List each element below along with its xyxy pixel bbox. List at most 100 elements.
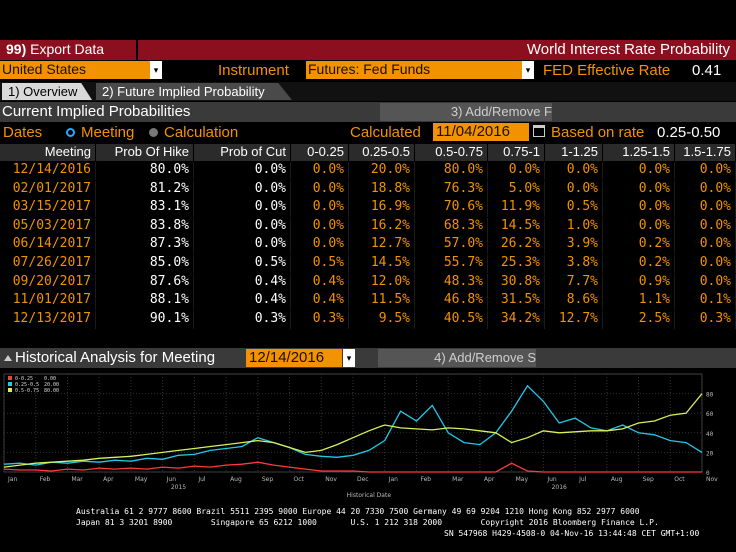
fed-rate-value: 0.41 (692, 62, 722, 79)
x-tick-label: Feb (40, 476, 51, 483)
column-header[interactable]: 0.5-0.75 (415, 144, 488, 161)
table-cell: 14.5% (349, 255, 415, 273)
add-remove-button[interactable]: 3) Add/Remove F (380, 103, 552, 121)
column-header[interactable]: 1.5-1.75 (675, 144, 736, 161)
table-cell: 0.4% (291, 292, 349, 311)
calculation-radio-label[interactable]: Calculation (164, 124, 239, 141)
historical-chart: 0 20 40 60 80 Jan Feb Mar Apr May Jun Jul Aug Sep Oct N… (3, 373, 718, 499)
column-header[interactable]: 0.25-0.5 (349, 144, 415, 161)
calculated-date-input[interactable]: 11/04/2016 (433, 123, 529, 141)
table-cell: 0.0% (194, 162, 291, 180)
column-header[interactable]: 1.25-1.5 (603, 144, 675, 161)
table-cell: 0.4% (194, 292, 291, 311)
table-cell: 0.3% (675, 310, 736, 329)
table-cell: 90.1% (96, 310, 194, 329)
table-cell: 0.0% (675, 273, 736, 292)
table-cell: 80.0% (96, 162, 194, 180)
fed-rate-label: FED Effective Rate (543, 62, 671, 79)
x-tick-label: Nov (325, 476, 337, 483)
table-cell: 12.7% (349, 236, 415, 255)
column-header[interactable]: 1-1.25 (545, 144, 603, 161)
section-historical-header (0, 348, 736, 368)
table-cell: 0.1% (675, 292, 736, 311)
meeting-date-cell: 12/13/2017 (0, 310, 96, 329)
export-menu-label: Export Data (30, 41, 105, 57)
meeting-date-cell: 02/01/2017 (0, 180, 96, 199)
calendar-icon[interactable] (533, 125, 545, 137)
collapse-arrow-icon[interactable] (4, 355, 12, 361)
table-cell: 87.3% (96, 236, 194, 255)
meeting-radio-label[interactable]: Meeting (81, 124, 135, 141)
series-line-0.25-0.5 (3, 384, 703, 466)
table-cell: 85.0% (96, 255, 194, 273)
column-header[interactable]: 0-0.25 (291, 144, 349, 161)
export-data-button[interactable]: 99) Export Data (0, 40, 138, 60)
table-cell: 40.5% (415, 310, 488, 329)
column-header[interactable]: Meeting (0, 144, 96, 161)
x-tick-label: Jun (166, 476, 177, 483)
table-row[interactable]: 11/01/2017 88.1% 0.4% 0.4% 11.5% 46.8% 31.5% 8.… (0, 292, 736, 311)
instrument-dropdown[interactable]: Futures: Fed Funds (306, 61, 522, 79)
table-cell: 46.8% (415, 292, 488, 311)
instrument-dropdown-arrow[interactable]: ▾ (522, 61, 534, 79)
table-cell: 16.9% (349, 199, 415, 218)
calculation-radio[interactable] (149, 128, 158, 137)
table-row[interactable]: 06/14/2017 87.3% 0.0% 0.0% 12.7% 57.0% 26.2% 3.… (0, 236, 736, 255)
y-tick-label: 60 (706, 411, 714, 418)
table-row[interactable]: 09/20/2017 87.6% 0.4% 0.4% 12.0% 48.3% 30.8% 7.… (0, 273, 736, 292)
meeting-dropdown-arrow[interactable]: ▾ (343, 349, 355, 367)
table-cell: 83.1% (96, 199, 194, 218)
x-tick-label: Aug (230, 476, 242, 483)
table-cell: 11.5% (349, 292, 415, 311)
meeting-radio[interactable] (66, 128, 75, 137)
tab-overview[interactable]: 1) Overview (2, 83, 92, 100)
legend-swatch (8, 388, 12, 392)
meeting-date-cell: 09/20/2017 (0, 273, 96, 292)
table-cell: 0.0% (194, 180, 291, 199)
table-row[interactable]: 12/13/2017 90.1% 0.3% 0.3% 9.5% 40.5% 34.2% 12.… (0, 310, 736, 329)
meeting-date-dropdown[interactable]: 12/14/2016 (246, 349, 342, 367)
section-historical-title: Historical Analysis for Meeting (15, 349, 216, 366)
table-cell: 76.3% (415, 180, 488, 199)
column-header[interactable]: Prob of Cut (194, 144, 291, 161)
column-header[interactable]: 0.75-1 (488, 144, 545, 161)
table-cell: 0.9% (603, 273, 675, 292)
table-cell: 20.0% (349, 162, 415, 180)
column-header[interactable]: Prob Of Hike (96, 144, 194, 161)
table-cell: 0.0% (488, 162, 545, 180)
table-cell: 0.0% (194, 199, 291, 218)
table-cell: 7.7% (545, 273, 603, 292)
table-row[interactable]: 12/14/2016 80.0% 0.0% 0.0% 20.0% 80.0% 0.0% 0.0… (0, 162, 736, 180)
table-cell: 14.5% (488, 217, 545, 236)
table-cell: 83.8% (96, 217, 194, 236)
x-tick-label: Sep (643, 476, 655, 483)
country-dropdown[interactable]: United States (0, 61, 150, 79)
table-cell: 0.0% (194, 236, 291, 255)
table-row[interactable]: 03/15/2017 83.1% 0.0% 0.0% 16.9% 70.6% 11.9% 0.… (0, 199, 736, 218)
y-tick-label: 20 (706, 450, 714, 457)
y-tick-label: 80 (706, 392, 714, 399)
table-cell: 25.3% (488, 255, 545, 273)
legend-name: 0.25-0.5 (15, 382, 39, 388)
table-cell: 0.0% (675, 255, 736, 273)
x-tick-label: Oct (674, 476, 685, 483)
x-axis-label: Historical Date (347, 492, 392, 499)
table-cell: 5.0% (488, 180, 545, 199)
meeting-date-cell: 12/14/2016 (0, 162, 96, 180)
table-row[interactable]: 05/03/2017 83.8% 0.0% 0.0% 16.2% 68.3% 14.5% 1.… (0, 217, 736, 236)
add-remove-series-label: 4) Add/Remove S (434, 350, 536, 365)
table-row[interactable]: 02/01/2017 81.2% 0.0% 0.0% 18.8% 76.3% 5.0% 0.0… (0, 180, 736, 199)
add-remove-series-button[interactable]: 4) Add/Remove S (378, 349, 536, 367)
table-cell: 1.1% (603, 292, 675, 311)
table-cell: 2.5% (603, 310, 675, 329)
x-tick-label: Aug (611, 476, 623, 483)
tab-overview-label: 1) Overview (8, 84, 78, 99)
year-label: 2016 (552, 484, 567, 491)
country-dropdown-arrow[interactable]: ▾ (150, 61, 162, 79)
tab-future-implied-probability[interactable]: 2) Future Implied Probability (96, 83, 292, 100)
table-cell: 3.9% (545, 236, 603, 255)
table-cell: 0.0% (291, 180, 349, 199)
footer-line-1: Australia 61 2 9777 8600 Brazil 5511 239… (76, 507, 640, 516)
table-cell: 68.3% (415, 217, 488, 236)
table-row[interactable]: 07/26/2017 85.0% 0.5% 0.5% 14.5% 55.7% 25.3% 3.… (0, 255, 736, 273)
